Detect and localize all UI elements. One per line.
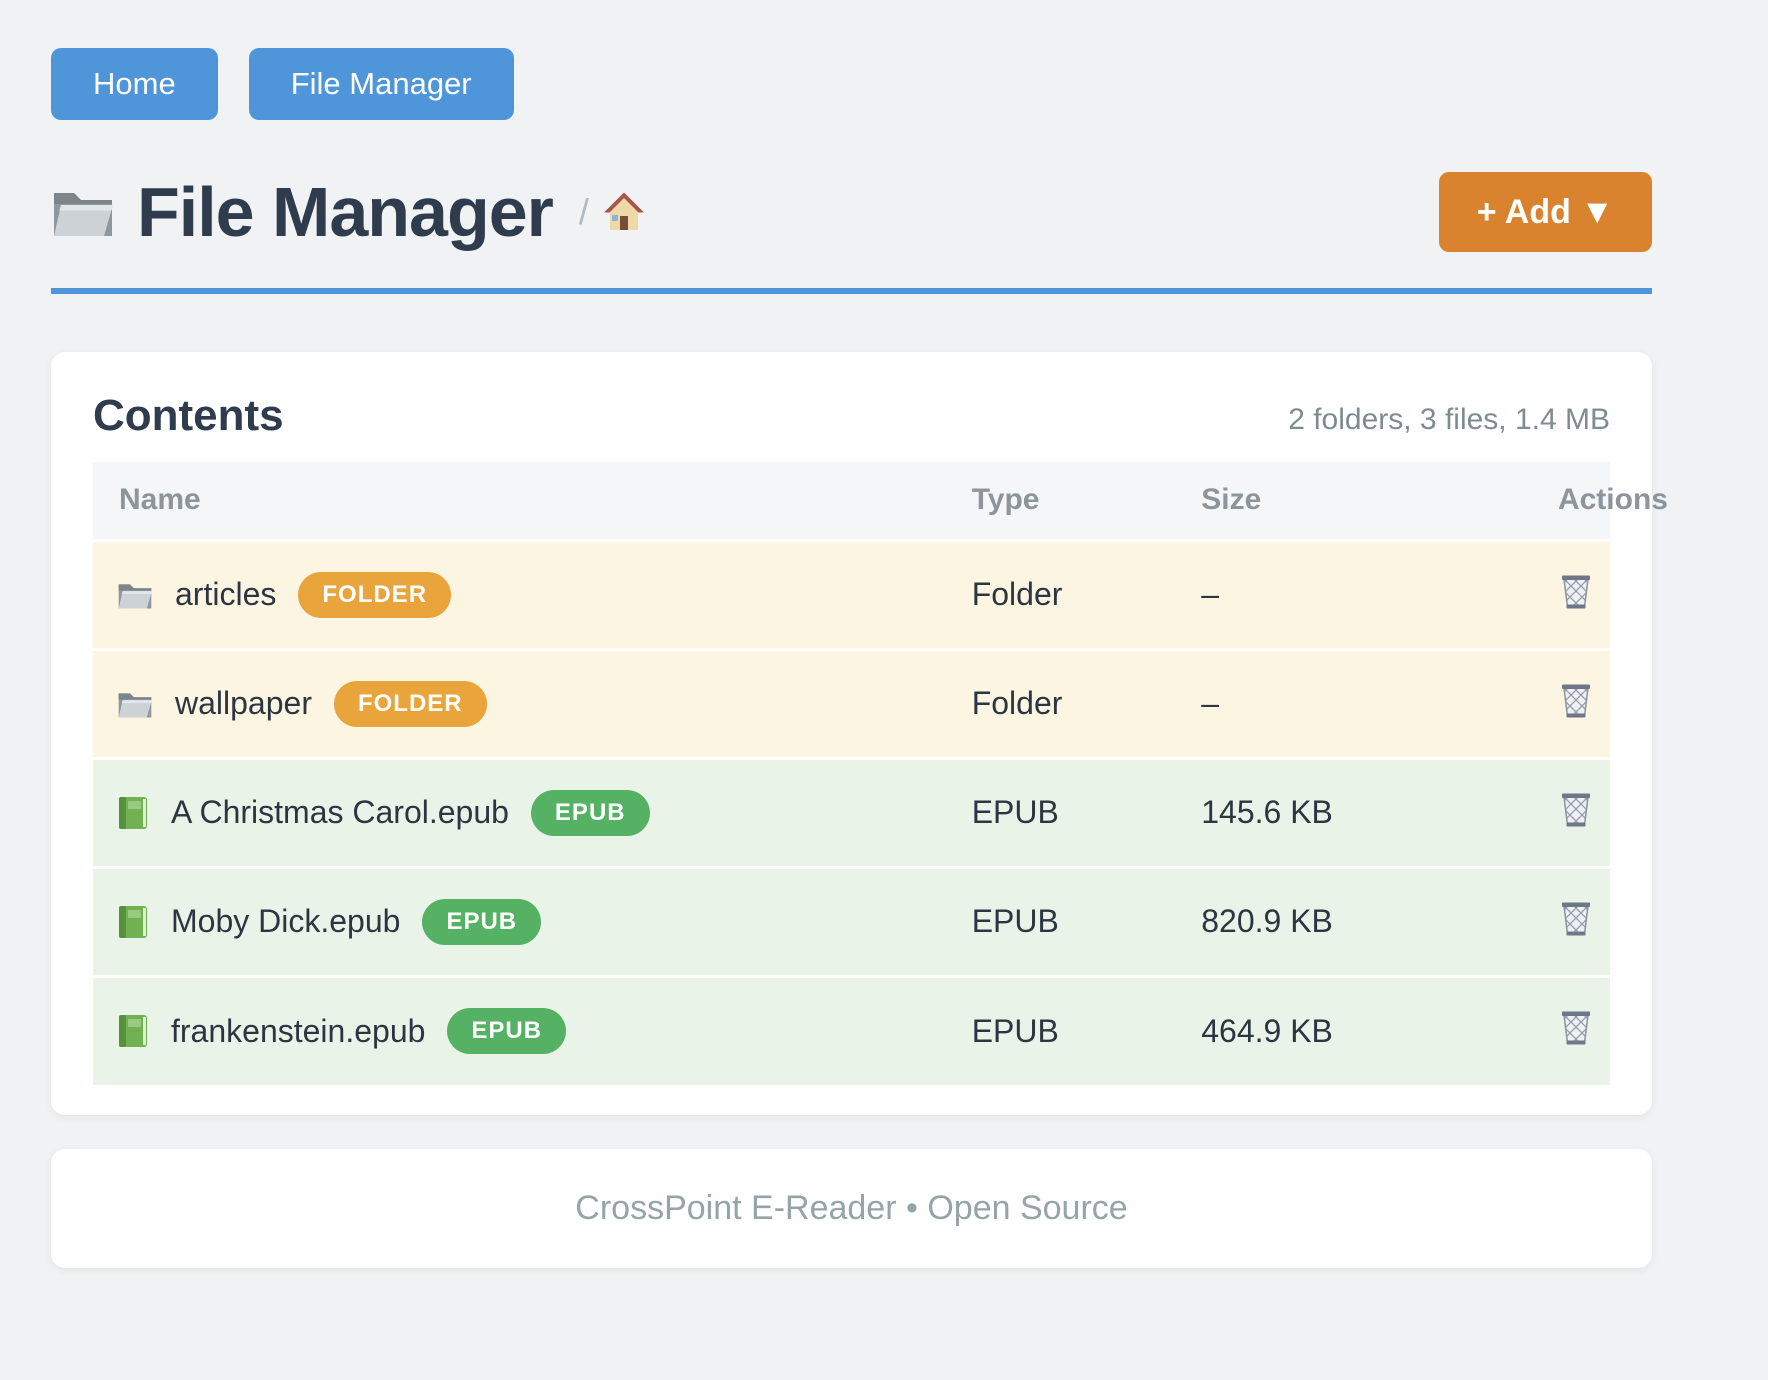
size-cell: – <box>1201 685 1220 721</box>
trash-icon <box>1558 571 1594 611</box>
epub-badge: EPUB <box>530 789 650 836</box>
delete-button[interactable] <box>1558 571 1594 611</box>
folder-badge: FOLDER <box>333 680 487 727</box>
breadcrumb-separator: / <box>578 191 589 232</box>
page-title: File Manager <box>137 173 554 251</box>
size-cell: 820.9 KB <box>1201 903 1333 939</box>
folder-icon <box>54 193 113 236</box>
table-row-moby-dick[interactable]: Moby Dick.epub EPUB EPUB 820.9 KB <box>93 867 1610 976</box>
file-link[interactable]: A Christmas Carol.epub <box>171 794 509 830</box>
contents-summary: 2 folders, 3 files, 1.4 MB <box>1288 403 1610 436</box>
page-container: Home File Manager File Manager / + Add ▼… <box>51 0 1668 1268</box>
contents-heading: Contents <box>93 391 284 440</box>
trash-icon <box>1558 680 1594 720</box>
folder-icon <box>118 583 152 608</box>
files-table: Name Type Size Actions articles FOLDER <box>93 462 1668 1085</box>
top-nav: Home File Manager <box>51 48 1652 120</box>
table-row-frankenstein[interactable]: frankenstein.epub EPUB EPUB 464.9 KB <box>93 976 1610 1085</box>
epub-badge: EPUB <box>422 898 542 945</box>
trash-icon <box>1558 1007 1594 1047</box>
table-row-wallpaper[interactable]: wallpaper FOLDER Folder – <box>93 649 1610 758</box>
file-link[interactable]: Moby Dick.epub <box>171 903 401 939</box>
delete-button[interactable] <box>1558 1007 1594 1047</box>
footer-text: CrossPoint E-Reader • Open Source <box>575 1189 1128 1227</box>
delete-button[interactable] <box>1558 680 1594 720</box>
size-cell: 464.9 KB <box>1201 1012 1333 1049</box>
green-book-icon <box>119 796 147 829</box>
type-cell: EPUB <box>971 794 1059 830</box>
type-cell: EPUB <box>971 1012 1059 1049</box>
folder-link[interactable]: articles <box>175 576 277 612</box>
epub-badge: EPUB <box>447 1008 567 1055</box>
type-cell: Folder <box>971 576 1063 612</box>
column-header-actions: Actions <box>1427 462 1668 540</box>
green-book-icon <box>119 905 147 938</box>
type-cell: EPUB <box>971 903 1059 939</box>
trash-icon <box>1558 898 1594 938</box>
green-book-icon <box>119 1015 147 1048</box>
table-header-row: Name Type Size Actions <box>93 462 1668 540</box>
house-icon[interactable] <box>603 192 645 232</box>
footer-card: CrossPoint E-Reader • Open Source <box>51 1149 1652 1268</box>
folder-icon <box>118 692 152 717</box>
table-row-christmas-carol[interactable]: A Christmas Carol.epub EPUB EPUB 145.6 K… <box>93 758 1610 867</box>
contents-card: Contents 2 folders, 3 files, 1.4 MB Name… <box>51 352 1668 1115</box>
column-header-size: Size <box>1185 462 1428 540</box>
folder-link[interactable]: wallpaper <box>175 685 312 721</box>
file-link[interactable]: frankenstein.epub <box>171 1012 426 1049</box>
column-header-name: Name <box>93 462 958 540</box>
type-cell: Folder <box>971 685 1063 721</box>
trash-icon <box>1558 789 1594 829</box>
file-manager-button[interactable]: File Manager <box>248 48 514 120</box>
page-header: File Manager / + Add ▼ <box>51 172 1652 252</box>
accent-divider <box>51 288 1652 294</box>
add-button[interactable]: + Add ▼ <box>1438 172 1652 252</box>
folder-badge: FOLDER <box>298 571 452 618</box>
table-row-articles[interactable]: articles FOLDER Folder – <box>93 540 1610 649</box>
delete-button[interactable] <box>1558 789 1594 829</box>
size-cell: 145.6 KB <box>1201 794 1333 830</box>
home-button[interactable]: Home <box>51 48 218 120</box>
contents-card-header: Contents 2 folders, 3 files, 1.4 MB <box>93 392 1610 440</box>
column-header-type: Type <box>957 462 1186 540</box>
breadcrumb: / <box>579 191 645 233</box>
size-cell: – <box>1201 576 1220 612</box>
delete-button[interactable] <box>1558 898 1594 938</box>
title-group: File Manager / <box>51 177 1439 247</box>
